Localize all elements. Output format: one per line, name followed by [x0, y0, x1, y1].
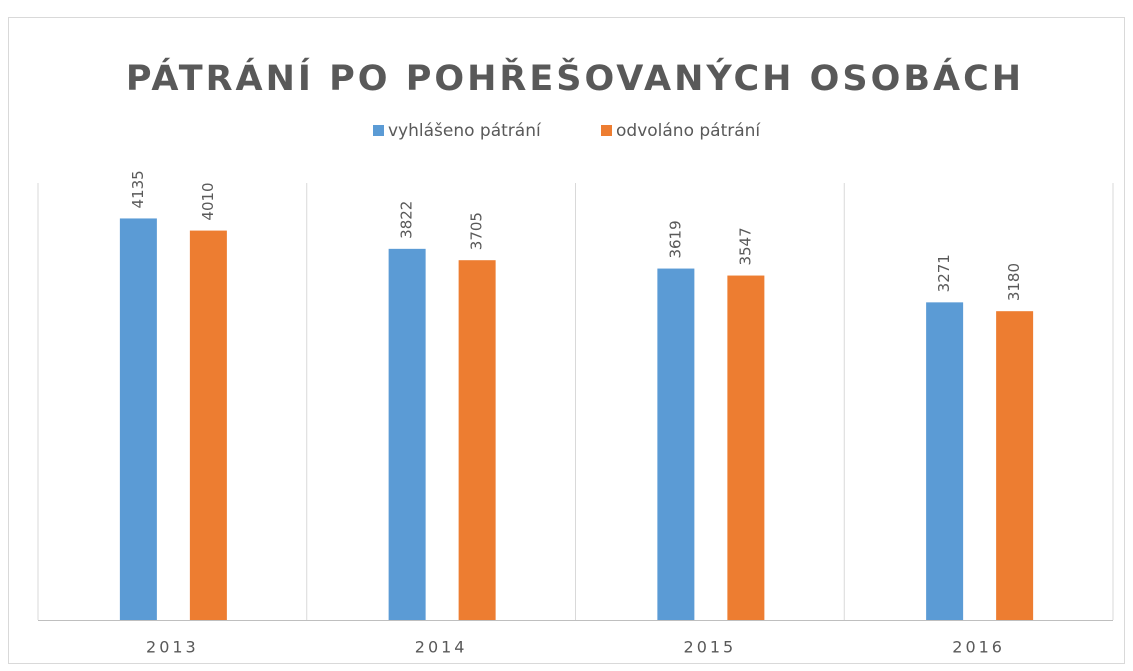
bar: [458, 260, 496, 620]
data-label: 3619: [666, 220, 684, 258]
data-label: 3822: [398, 201, 416, 239]
bar: [926, 302, 964, 620]
data-label: 4135: [129, 170, 147, 208]
legend-swatch: [601, 125, 612, 136]
legend-swatch: [373, 125, 384, 136]
x-tick-label: 2016: [952, 638, 1005, 657]
data-label: 3180: [1005, 263, 1023, 301]
x-tick-label: 2013: [146, 638, 199, 657]
bar: [388, 248, 426, 620]
bar: [189, 230, 227, 620]
bar: [727, 275, 765, 620]
legend-label: vyhlášeno pátrání: [388, 121, 542, 141]
data-label: 4010: [199, 182, 217, 220]
data-label: 3547: [736, 227, 754, 265]
data-label: 3705: [468, 212, 486, 250]
x-tick-label: 2015: [684, 638, 737, 657]
legend-label: odvoláno pátrání: [616, 121, 761, 141]
bar: [996, 311, 1034, 620]
bar: [119, 218, 157, 620]
data-label: 3271: [935, 254, 953, 292]
chart-title: PÁTRÁNÍ PO POHŘEŠOVANÝCH OSOBÁCH: [126, 56, 1024, 99]
bar: [657, 268, 695, 620]
x-tick-label: 2014: [415, 638, 468, 657]
